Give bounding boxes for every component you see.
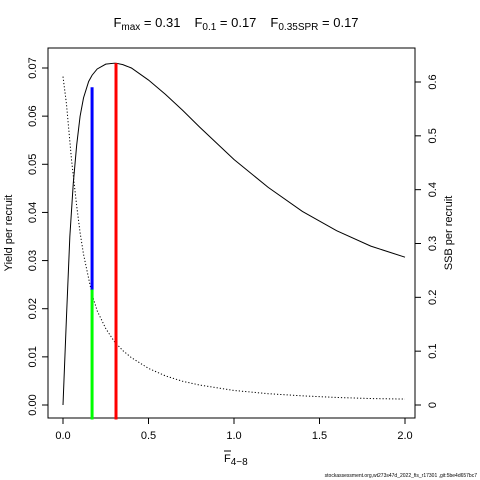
y-left-axis-title: Yield per recruit [3, 195, 15, 272]
y-right-tick-label: 0.1 [427, 344, 439, 359]
ssb-per-recruit-curve [62, 76, 406, 400]
y-right-tick-label: 0.6 [427, 74, 439, 89]
x-tick-label: 0.0 [55, 430, 70, 442]
y-left-tick-label: 0.05 [27, 154, 39, 175]
x-tick-label: 1.0 [226, 430, 241, 442]
title-f01-value: = 0.17 [216, 15, 256, 30]
y-right-tick-label: 0.2 [427, 290, 439, 305]
y-right-tick-label: 0.3 [427, 236, 439, 251]
title-fspr-label: F [270, 15, 278, 30]
x-tick-label: 2.0 [397, 430, 412, 442]
footer-text: stockassessment.org,wt273s47d_2022_fis_r… [325, 473, 478, 479]
y-left-tick-label: 0.07 [27, 57, 39, 78]
reference-lines-layer [90, 63, 118, 420]
y-right-tick-label: 0.4 [427, 182, 439, 197]
x-axis-title-sub: 4−8 [231, 457, 248, 468]
title-fspr-sub: 0.35SPR [278, 22, 318, 33]
y-left-tick-label: 0.06 [27, 105, 39, 126]
title-fmax-value: = 0.31 [140, 15, 180, 30]
title-f01-label: F [194, 15, 202, 30]
y-right-axis: 0 0.1 0.2 0.3 0.4 0.5 0.6 [415, 74, 439, 408]
x-axis-title: F4−8 [224, 453, 248, 468]
y-right-axis-title: SSB per recruit [443, 196, 455, 271]
yield-per-recruit-curve [62, 62, 406, 406]
y-left-tick-label: 0.00 [27, 394, 39, 415]
title-fmax-label: F [113, 15, 121, 30]
plot-frame [47, 47, 416, 419]
y-right-tick-label: 0 [427, 402, 439, 408]
chart-title: Fmax = 0.31 F0.1 = 0.17 F0.35SPR = 0.17 [113, 15, 358, 33]
x-axis: 0.0 0.5 1.0 1.5 2.0 [55, 418, 413, 442]
y-left-tick-label: 0.04 [27, 202, 39, 223]
title-fmax-sub: max [121, 22, 140, 33]
y-left-tick-label: 0.03 [27, 250, 39, 271]
y-right-tick-label: 0.5 [427, 128, 439, 143]
y-left-tick-label: 0.01 [27, 346, 39, 367]
title-fspr-value: = 0.17 [318, 15, 358, 30]
x-tick-label: 0.5 [141, 430, 156, 442]
x-axis-title-group: F4−8 [224, 450, 248, 468]
x-axis-title-main: F [224, 453, 231, 465]
y-left-tick-label: 0.02 [27, 298, 39, 319]
curves-layer [62, 62, 406, 406]
title-f01-sub: 0.1 [202, 22, 216, 33]
x-tick-label: 1.5 [312, 430, 327, 442]
y-left-axis: 0.00 0.01 0.02 0.03 0.04 0.05 0.06 0.07 [27, 57, 48, 416]
